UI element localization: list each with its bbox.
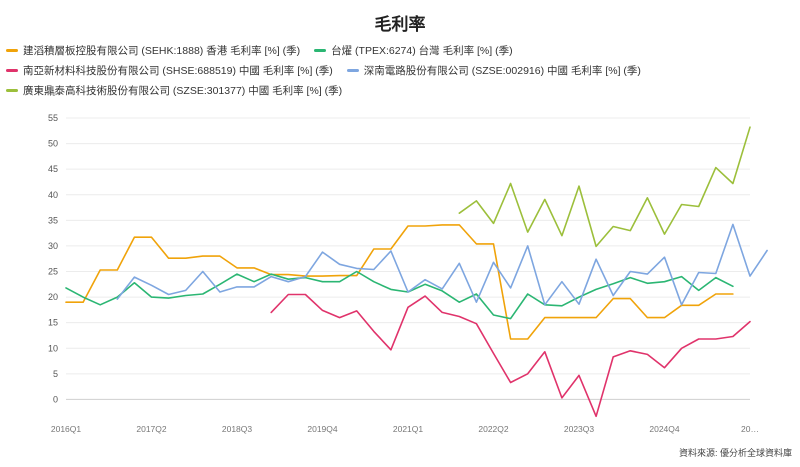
series-line-0 [65,224,734,340]
legend-swatch [314,48,327,52]
y-axis-unit: % [48,89,55,98]
legend-label: 廣東鼎泰高科技術股份有限公司 (SZSE:301377) 中國 毛利率 [%] … [23,84,343,97]
series-line-4 [458,126,751,248]
y-tick-label: 35 [48,215,58,225]
legend-swatch [6,68,18,72]
legend-swatch [6,48,18,52]
legend-label: 台燿 (TPEX:6274) 台灣 毛利率 [%] (季) [331,44,513,57]
x-tick-label: 2016Q1 [51,424,82,434]
chart-title: 毛利率 [374,15,426,34]
y-tick-label: 0 [53,394,58,404]
legend-item[interactable]: 台燿 (TPEX:6274) 台灣 毛利率 [%] (季) [314,42,513,58]
x-tick-label: 2022Q2 [478,424,509,434]
legend-item[interactable]: 廣東鼎泰高科技術股份有限公司 (SZSE:301377) 中國 毛利率 [%] … [6,82,342,98]
y-tick-label: 55 [48,113,58,123]
x-tick-label: 2018Q3 [222,424,253,434]
x-tick-label: 2017Q2 [136,424,167,434]
legend-label: 深南電路股份有限公司 (SZSE:002916) 中國 毛利率 [%] (季) [363,64,641,77]
x-tick-label: 2019Q4 [307,424,338,434]
y-tick-label: 5 [53,369,58,379]
chart-legend: 建滔積層板控股有限公司 (SEHK:1888) 香港 毛利率 [%] (季) 台… [6,42,796,98]
series-line-2 [270,293,751,418]
legend-item[interactable]: 深南電路股份有限公司 (SZSE:002916) 中國 毛利率 [%] (季) [346,62,641,78]
series-line-1 [65,270,734,320]
source-note: 資料來源: 優分析全球資料庫 [678,448,792,458]
legend-item[interactable]: 建滔積層板控股有限公司 (SEHK:1888) 香港 毛利率 [%] (季) [6,42,300,58]
legend-item[interactable]: 南亞新材料科技股份有限公司 (SHSE:688519) 中國 毛利率 [%] (… [6,62,333,78]
x-tick-label: 2024Q4 [649,424,680,434]
legend-swatch [346,68,359,72]
y-tick-label: 50 [48,139,58,149]
y-tick-label: 10 [48,343,58,353]
legend-swatch [6,88,18,92]
y-tick-label: 45 [48,164,58,174]
y-tick-label: 30 [48,241,58,251]
x-tick-label: 20… [741,424,759,434]
series-line-3 [116,223,768,306]
y-tick-label: 20 [48,292,58,302]
y-tick-label: 15 [48,318,58,328]
legend-label: 建滔積層板控股有限公司 (SEHK:1888) 香港 毛利率 [%] (季) [23,44,301,57]
x-tick-label: 2023Q3 [564,424,595,434]
y-tick-label: 40 [48,190,58,200]
legend-label: 南亞新材料科技股份有限公司 (SHSE:688519) 中國 毛利率 [%] (… [23,64,333,77]
y-tick-label: 25 [48,267,58,277]
x-tick-label: 2021Q1 [393,424,424,434]
